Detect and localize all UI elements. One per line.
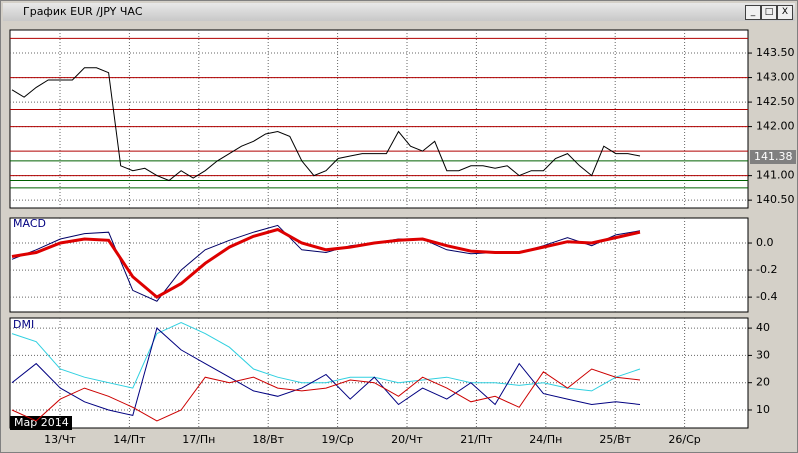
y-tick-label: 0.0 [756, 236, 774, 249]
date-label: 13/Чт [44, 433, 76, 446]
date-label: 14/Пт [113, 433, 146, 446]
date-label: 18/Вт [252, 433, 284, 446]
date-label: 17/Пн [182, 433, 215, 446]
y-tick-label: 10 [756, 403, 770, 416]
y-tick-label: 141.00 [756, 169, 795, 182]
y-tick-label: 140.50 [756, 193, 795, 206]
y-tick-label: 40 [756, 321, 770, 334]
date-label: 26/Ср [668, 433, 700, 446]
series-line [11, 67, 641, 182]
date-label: 19/Ср [321, 433, 353, 446]
y-tick-label: 30 [756, 348, 770, 361]
y-tick-label: -0.4 [756, 290, 777, 303]
date-label: 21/Пт [460, 433, 493, 446]
series-line [11, 227, 641, 299]
close-button[interactable]: X [777, 5, 793, 20]
macd-label: MACD [13, 217, 46, 230]
y-tick-label: 142.50 [756, 95, 795, 108]
period-box [10, 416, 72, 430]
last-price-label: 141.38 [754, 150, 793, 163]
price-panel [9, 29, 749, 209]
series-line [11, 368, 641, 422]
minimize-button[interactable]: _ [745, 5, 761, 20]
y-tick-label: -0.2 [756, 263, 777, 276]
maximize-button[interactable]: □ [761, 5, 777, 20]
dmi-panel [9, 317, 749, 429]
dmi-label: DMI [13, 318, 34, 331]
last-price-box [750, 150, 796, 165]
period-label: Мар 2014 [14, 416, 69, 429]
y-tick-label: 20 [756, 376, 770, 389]
date-label: 20/Чт [391, 433, 423, 446]
title-bar: График EUR /JPY ЧАС _ □ X [3, 3, 795, 21]
window-title: График EUR /JPY ЧАС [23, 5, 143, 18]
y-tick-label: 143.00 [756, 71, 795, 84]
date-label: 24/Пн [529, 433, 562, 446]
y-tick-label: 143.50 [756, 46, 795, 59]
y-tick-label: 142.00 [756, 120, 795, 133]
date-label: 25/Вт [599, 433, 631, 446]
